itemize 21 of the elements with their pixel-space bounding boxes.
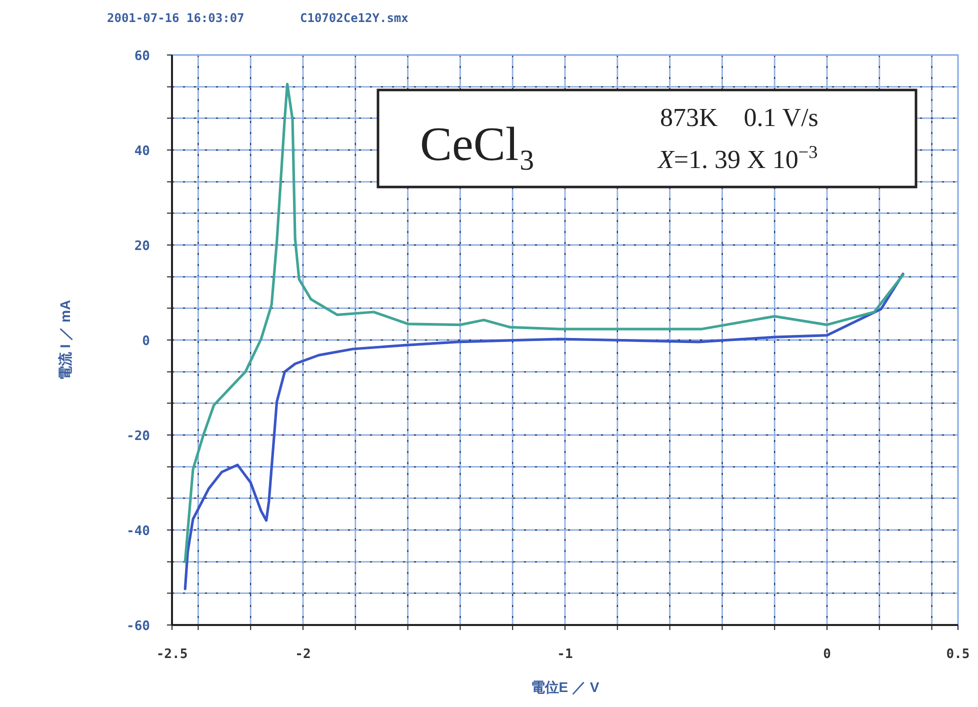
line-series [184, 82, 904, 564]
x-tick-label: 0.5 [946, 647, 970, 662]
y-tick-label: -40 [126, 524, 150, 539]
annotation: 873K 0.1 V/s [660, 103, 818, 132]
y-tick-label: -60 [126, 619, 150, 634]
x-tick-label: -2 [295, 647, 311, 662]
y-tick-label: 40 [134, 144, 150, 159]
x-tick-label: 0 [823, 647, 832, 662]
annotation: X=1. 39 X 10$^{−3}$ [657, 142, 818, 174]
y-tick-label: 60 [134, 49, 150, 64]
y-tick-label: 0 [142, 334, 150, 349]
text: 2001-07-16 16:03:07 [107, 11, 244, 25]
x-tick-label: -1 [557, 647, 573, 662]
text: C10702Ce12Y.smx [300, 11, 408, 25]
y-tick-label: 20 [134, 239, 150, 254]
y-axis-title: 電流 I ／ mA [57, 300, 73, 380]
y-tick-label: -20 [126, 429, 150, 444]
line-series [184, 272, 904, 590]
annotation: CeCl₃ [420, 118, 536, 171]
x-tick-label: -2.5 [156, 647, 188, 662]
x-axis-title: 電位E ／ V [530, 679, 600, 695]
